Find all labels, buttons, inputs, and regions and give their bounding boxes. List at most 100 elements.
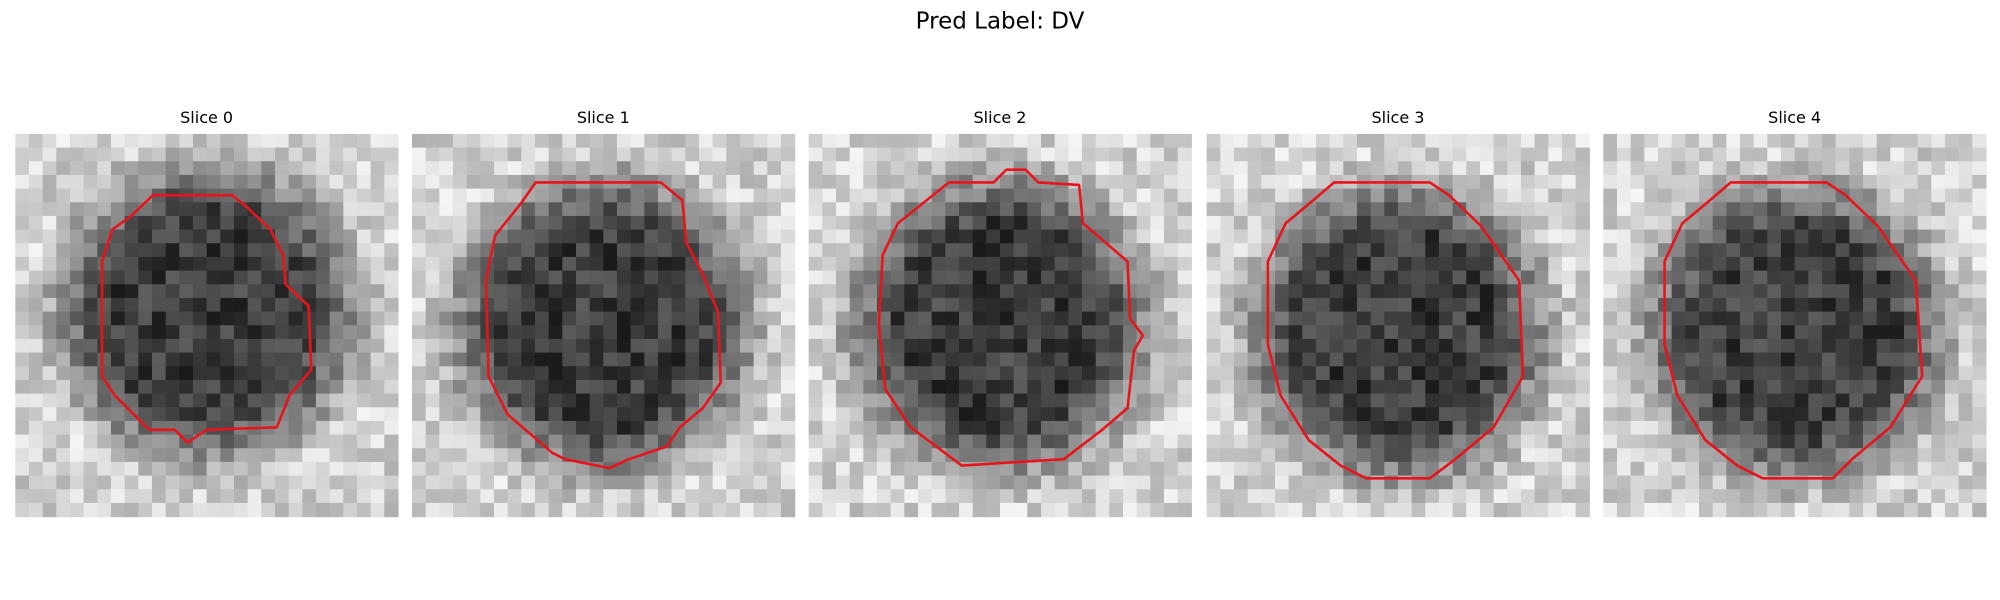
pixel	[712, 174, 727, 190]
pixel	[877, 502, 892, 518]
pixel	[1794, 284, 1809, 299]
pixel	[452, 325, 468, 340]
pixel	[1821, 215, 1837, 231]
pixel	[822, 434, 837, 449]
pixel	[1685, 229, 1700, 244]
pixel	[931, 475, 946, 490]
pixel	[877, 489, 892, 504]
pixel	[315, 202, 331, 217]
pixel	[603, 202, 618, 217]
pixel	[69, 352, 85, 367]
pixel	[1685, 448, 1700, 463]
pixel	[261, 243, 276, 258]
pixel	[1384, 161, 1399, 176]
pixel	[329, 229, 344, 244]
pixel	[890, 366, 905, 381]
pixel	[712, 229, 727, 244]
pixel	[1274, 407, 1290, 422]
pixel	[1685, 366, 1700, 381]
pixel	[28, 489, 44, 504]
pixel	[1698, 461, 1714, 477]
pixel	[343, 489, 358, 504]
pixel	[739, 407, 755, 422]
pixel	[1397, 502, 1413, 518]
pixel	[302, 502, 317, 518]
pixel	[1054, 379, 1069, 395]
pixel	[1972, 147, 1987, 162]
pixel	[1233, 161, 1249, 176]
pixel	[1315, 352, 1331, 367]
pixel	[1780, 502, 1796, 518]
pixel	[1425, 284, 1440, 299]
pixel	[1261, 174, 1276, 190]
pixel	[1794, 502, 1809, 518]
pixel	[808, 133, 823, 149]
pixel	[726, 366, 741, 381]
pixel	[534, 161, 550, 176]
pixel	[1452, 489, 1467, 504]
pixel	[521, 202, 536, 217]
pixel	[644, 243, 659, 258]
pixel	[1794, 434, 1809, 449]
pixel	[1206, 229, 1221, 244]
pixel	[1233, 407, 1249, 422]
pixel	[1000, 133, 1015, 149]
pixel	[1657, 202, 1673, 217]
pixel	[1876, 284, 1891, 299]
pixel	[890, 434, 905, 449]
pixel	[575, 147, 591, 162]
pixel	[1411, 215, 1426, 231]
pixel	[712, 202, 727, 217]
pixel	[1917, 256, 1932, 272]
pixel	[918, 284, 933, 299]
pixel	[1163, 297, 1179, 313]
pixel	[439, 420, 454, 436]
pixel	[1753, 448, 1768, 463]
pixel	[1206, 161, 1221, 176]
pixel	[1507, 188, 1522, 203]
pixel	[1247, 297, 1262, 313]
pixel	[1247, 243, 1262, 258]
pixel	[1958, 161, 1973, 176]
pixel	[42, 243, 57, 258]
pixel	[1958, 502, 1973, 518]
pixel	[83, 174, 98, 190]
pixel	[1876, 338, 1891, 354]
pixel	[1753, 461, 1768, 477]
pixel	[1630, 366, 1645, 381]
pixel	[452, 311, 468, 326]
pixel	[1206, 202, 1221, 217]
pixel	[1917, 325, 1932, 340]
panel-title: Slice 0	[180, 108, 233, 127]
pixel	[1780, 229, 1796, 244]
pixel	[493, 215, 509, 231]
pixel	[1068, 161, 1083, 176]
pixel	[726, 448, 741, 463]
pixel	[685, 407, 700, 422]
pixel	[507, 461, 522, 477]
pixel	[247, 270, 262, 285]
pixel	[1054, 147, 1069, 162]
pixel	[1685, 393, 1700, 408]
pixel	[767, 243, 782, 258]
pixel	[589, 147, 604, 162]
pixel	[1411, 270, 1426, 285]
pixel	[836, 420, 851, 436]
pixel	[1561, 297, 1577, 313]
pixel	[1821, 502, 1837, 518]
pixel	[1520, 202, 1536, 217]
pixel	[233, 243, 249, 258]
pixel	[1698, 133, 1714, 149]
pixel	[863, 270, 878, 285]
pixel	[110, 161, 126, 176]
pixel	[425, 461, 440, 477]
pixel	[808, 407, 823, 422]
pixel	[1616, 270, 1632, 285]
pixel	[1220, 475, 1235, 490]
pixel	[1247, 420, 1262, 436]
pixel	[1876, 407, 1891, 422]
pixel	[1644, 502, 1659, 518]
pixel	[1013, 297, 1028, 313]
pixel	[1520, 311, 1536, 326]
pixel	[56, 311, 71, 326]
